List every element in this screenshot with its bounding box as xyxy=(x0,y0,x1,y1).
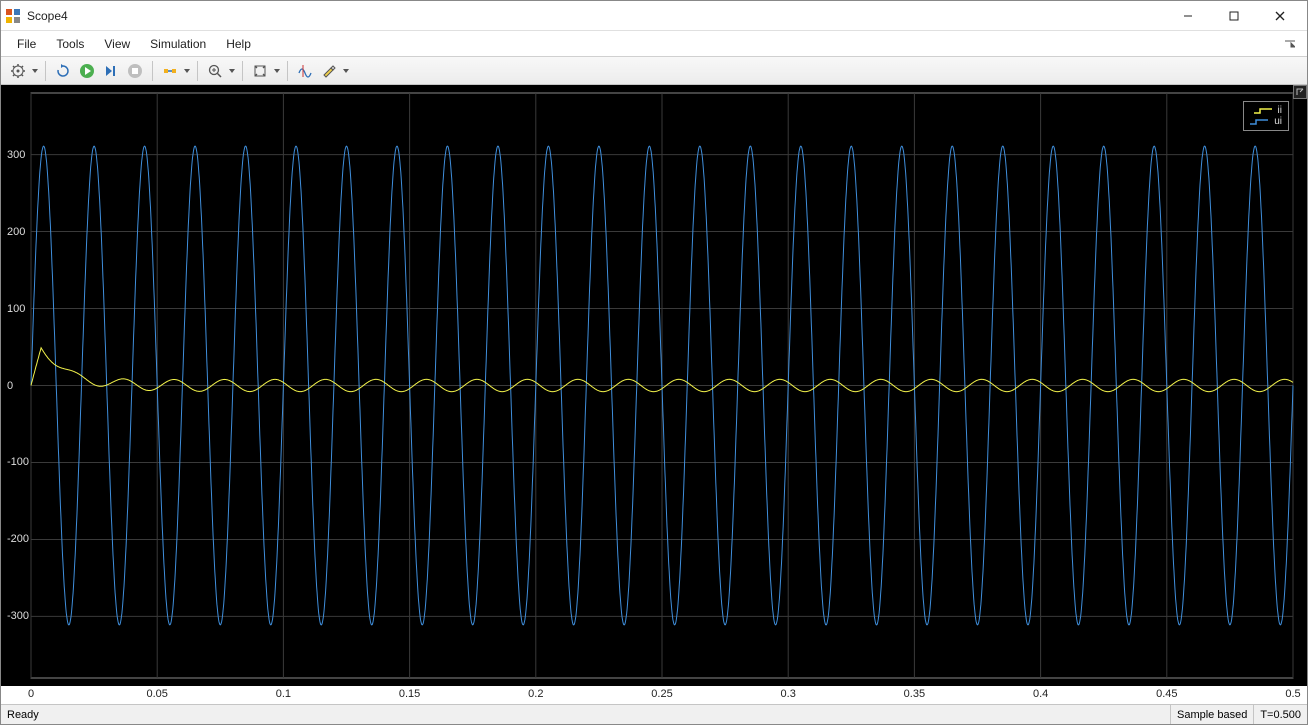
configure-icon[interactable] xyxy=(7,60,29,82)
menu-simulation[interactable]: Simulation xyxy=(140,33,216,55)
x-tick-label: 0.05 xyxy=(146,688,167,700)
y-tick-label: 100 xyxy=(7,303,25,315)
y-tick-label: -100 xyxy=(7,456,29,468)
y-tick-label: -200 xyxy=(7,533,29,545)
x-tick-label: 0.15 xyxy=(399,688,420,700)
toolbar-separator xyxy=(242,61,243,81)
highlight-icon-dropdown[interactable] xyxy=(342,68,350,74)
cursor-measure-icon[interactable] xyxy=(294,60,316,82)
close-button[interactable] xyxy=(1257,1,1303,31)
status-text: Ready xyxy=(1,709,1170,721)
autoscale-icon[interactable] xyxy=(249,60,271,82)
menu-file[interactable]: File xyxy=(7,33,46,55)
toolbar-separator xyxy=(287,61,288,81)
status-time: T=0.500 xyxy=(1253,705,1307,724)
y-tick-label: -300 xyxy=(7,610,29,622)
legend-label: ii xyxy=(1278,105,1282,116)
legend-item: ui xyxy=(1250,116,1282,127)
toolbar-separator xyxy=(45,61,46,81)
x-tick-label: 0.25 xyxy=(651,688,672,700)
app-icon xyxy=(5,8,21,24)
y-tick-label: 300 xyxy=(7,149,25,161)
statusbar: Ready Sample based T=0.500 xyxy=(1,704,1307,724)
triggers-icon-dropdown[interactable] xyxy=(183,68,191,74)
y-tick-label: 0 xyxy=(7,380,13,392)
menubar-overflow-icon[interactable] xyxy=(1279,39,1301,49)
minimize-button[interactable] xyxy=(1165,1,1211,31)
legend-item: ii xyxy=(1250,105,1282,116)
restart-icon[interactable] xyxy=(52,60,74,82)
scope-plot[interactable]: -300 -200 -100 0 100 200 300 iiui xyxy=(1,85,1307,686)
zoom-in-icon-dropdown[interactable] xyxy=(228,68,236,74)
configure-icon-dropdown[interactable] xyxy=(31,68,39,74)
menubar: FileToolsViewSimulationHelp xyxy=(1,31,1307,57)
toolbar xyxy=(1,57,1307,85)
status-mode: Sample based xyxy=(1170,705,1253,724)
menu-view[interactable]: View xyxy=(94,33,140,55)
step-forward-icon[interactable] xyxy=(100,60,122,82)
menu-help[interactable]: Help xyxy=(216,33,261,55)
x-tick-label: 0.1 xyxy=(276,688,291,700)
triggers-icon[interactable] xyxy=(159,60,181,82)
zoom-in-icon[interactable] xyxy=(204,60,226,82)
x-tick-label: 0.4 xyxy=(1033,688,1048,700)
legend-swatch-icon xyxy=(1250,118,1268,126)
stop-icon[interactable] xyxy=(124,60,146,82)
legend-label: ui xyxy=(1274,116,1282,127)
legend[interactable]: iiui xyxy=(1243,101,1289,131)
titlebar: Scope4 xyxy=(1,1,1307,31)
x-tick-label: 0.35 xyxy=(904,688,925,700)
legend-swatch-icon xyxy=(1254,107,1272,115)
x-axis-ticks: 0 0.05 0.1 0.15 0.2 0.25 0.3 0.35 0.4 0.45 0.5 xyxy=(1,686,1307,704)
toolbar-separator xyxy=(197,61,198,81)
window-title: Scope4 xyxy=(27,9,68,23)
toolbar-separator xyxy=(152,61,153,81)
y-tick-label: 200 xyxy=(7,226,25,238)
maximize-button[interactable] xyxy=(1211,1,1257,31)
highlight-icon[interactable] xyxy=(318,60,340,82)
maximize-axes-icon[interactable] xyxy=(1293,85,1307,99)
menu-tools[interactable]: Tools xyxy=(46,33,94,55)
x-tick-label: 0.3 xyxy=(781,688,796,700)
x-tick-label: 0.45 xyxy=(1156,688,1177,700)
x-tick-label: 0 xyxy=(28,688,34,700)
autoscale-icon-dropdown[interactable] xyxy=(273,68,281,74)
run-icon[interactable] xyxy=(76,60,98,82)
x-tick-label: 0.5 xyxy=(1285,688,1300,700)
x-tick-label: 0.2 xyxy=(528,688,543,700)
